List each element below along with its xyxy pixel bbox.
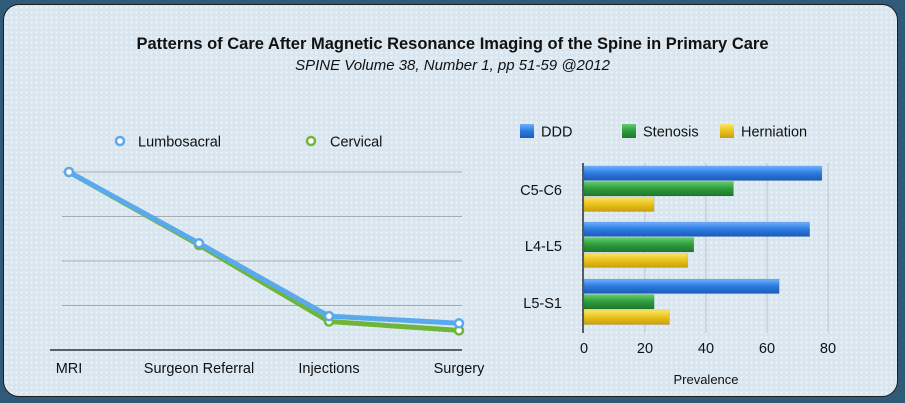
bar-chart-legend: DDD Stenosis Herniation (520, 124, 807, 141)
chart-subtitle: SPINE Volume 38, Number 1, pp 51-59 @201… (295, 57, 610, 74)
legend-lumbosacral: Lumbosacral (114, 135, 221, 151)
legend-stenosis-label: Stenosis (643, 125, 699, 141)
chart-panel (3, 4, 898, 397)
bar-chart-x-tick-labels: 0 20 40 60 80 (580, 341, 836, 357)
x-label-mri: MRI (56, 361, 83, 377)
line-chart-x-labels: MRI Surgeon Referral Injections Surgery (56, 361, 485, 377)
bar-l4-l5-herniation (583, 252, 688, 268)
bar-group-l4-l5 (583, 221, 810, 268)
legend-cervical-marker (305, 135, 317, 147)
category-label-l4-l5: L4-L5 (525, 239, 562, 255)
legend-cervical: Cervical (305, 135, 382, 151)
x-tick-20: 20 (637, 341, 653, 357)
line-lumbosacral (66, 169, 462, 326)
series-lumbosacral (63, 166, 465, 329)
x-label-injections: Injections (298, 361, 359, 377)
x-tick-60: 60 (759, 341, 775, 357)
point-lumbosacral-mri (63, 166, 75, 178)
bar-group-l5-s1 (583, 278, 780, 325)
point-lumbosacral-surgeon-referral (193, 237, 205, 249)
legend-stenosis-swatch (622, 124, 636, 138)
line-chart-legend: Lumbosacral Cervical (114, 135, 382, 151)
x-tick-40: 40 (698, 341, 714, 357)
bar-group-c5-c6 (583, 165, 823, 212)
x-tick-0: 0 (580, 341, 588, 357)
x-tick-80: 80 (820, 341, 836, 357)
legend-lumbosacral-marker (114, 135, 126, 147)
legend-ddd-label: DDD (541, 125, 572, 141)
legend-cervical-label: Cervical (330, 135, 382, 151)
line-chart-gridlines (62, 171, 462, 306)
legend-herniation-label: Herniation (741, 125, 807, 141)
legend-herniation-swatch (720, 124, 734, 138)
bar-chart: DDD Stenosis Herniation C5-C6L4-L5L5-S1 … (520, 124, 836, 387)
bar-l4-l5-ddd (583, 221, 810, 237)
chart-title: Patterns of Care After Magnetic Resonanc… (136, 35, 769, 53)
series-cervical (63, 166, 465, 336)
bar-c5-c6-herniation (583, 196, 655, 212)
bar-c5-c6-ddd (583, 165, 823, 181)
line-cervical (66, 169, 462, 333)
category-label-c5-c6: C5-C6 (520, 183, 562, 199)
bar-chart-category-labels: C5-C6 L4-L5 L5-S1 (520, 183, 562, 312)
bar-chart-x-axis-title: Prevalence (673, 372, 738, 387)
point-lumbosacral-injections (323, 310, 335, 322)
legend-ddd-swatch (520, 124, 534, 138)
line-chart: Lumbosacral Cervical MRI Surgeon Referral… (50, 135, 485, 377)
x-label-surgeon-referral: Surgeon Referral (144, 361, 254, 377)
point-lumbosacral-surgery (453, 318, 465, 329)
bar-c5-c6-stenosis (583, 181, 734, 197)
bar-chart-bars (583, 165, 823, 325)
bar-l5-s1-ddd (583, 278, 780, 294)
bar-l5-s1-herniation (583, 309, 670, 325)
category-label-l5-s1: L5-S1 (523, 296, 562, 312)
bar-l5-s1-stenosis (583, 294, 655, 310)
legend-lumbosacral-label: Lumbosacral (138, 135, 221, 151)
bar-l4-l5-stenosis (583, 237, 695, 253)
x-label-surgery: Surgery (434, 361, 486, 377)
